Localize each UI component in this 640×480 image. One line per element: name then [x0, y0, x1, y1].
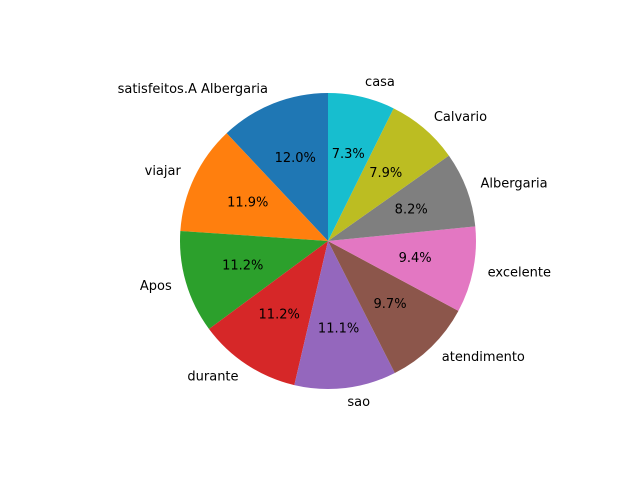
pie-category-label: viajar	[145, 164, 182, 179]
pie-percent-label: 8.2%	[395, 202, 428, 217]
pie-slice-2	[180, 133, 328, 241]
pie-percent-label: 11.2%	[222, 258, 263, 273]
pie-slice-9	[328, 108, 449, 241]
pie-slice-4	[209, 241, 328, 386]
pie-percent-label: 9.7%	[374, 297, 407, 312]
pie-labels: 12.0% satisfeitos.A Albergaria 11.9% viajar…	[118, 75, 551, 410]
pie-percent-label: 12.0%	[275, 151, 316, 166]
pie-category-label: Calvario	[434, 110, 487, 125]
pie-category-label: excelente	[488, 265, 551, 280]
pie-percent-label: 9.4%	[399, 251, 432, 266]
pie-percent-label: 7.3%	[332, 147, 365, 162]
pie-category-label: Albergaria	[481, 177, 548, 192]
pie-category-label: Apos	[140, 279, 172, 294]
pie-category-label: satisfeitos.A Albergaria	[118, 82, 268, 97]
pie-slice-3	[180, 231, 328, 330]
pie-slice-7	[328, 226, 476, 311]
pie-percent-label: 11.9%	[227, 196, 268, 211]
pie-percent-label: 11.2%	[259, 308, 300, 323]
pie-slices	[180, 93, 476, 390]
pie-category-label: atendimento	[442, 350, 525, 365]
pie-slice-6	[328, 241, 459, 374]
pie-slice-5	[294, 241, 395, 390]
pie-category-label: casa	[365, 75, 395, 90]
pie-slice-10	[328, 93, 394, 241]
pie-percent-label: 11.1%	[318, 322, 359, 337]
pie-percent-label: 7.9%	[369, 166, 402, 181]
pie-category-label: sao	[347, 395, 370, 410]
pie-slice-1	[226, 93, 328, 241]
pie-slice-8	[328, 155, 476, 241]
pie-category-label: durante	[187, 370, 238, 385]
